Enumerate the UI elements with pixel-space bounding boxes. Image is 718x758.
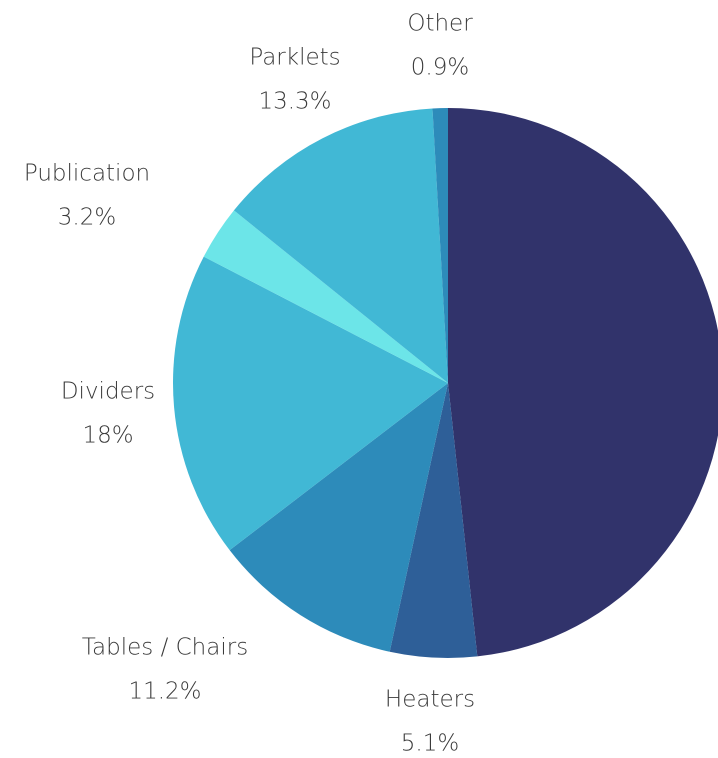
slice-value-label: 18% (82, 423, 133, 449)
slice-label: Tables / Chairs (82, 635, 248, 661)
slice-label: Heaters (385, 687, 475, 713)
pie-slice (233, 108, 448, 383)
pie-slice (448, 108, 718, 657)
slice-value-label: 5.1% (401, 731, 459, 757)
slice-label: Publication (24, 161, 150, 187)
slice-value-label: 0.9% (411, 55, 469, 81)
slice-label: Parklets (249, 45, 340, 71)
slice-value-label: 11.2% (128, 679, 201, 705)
slice-value-label: 3.2% (58, 205, 116, 231)
slice-label: Other (407, 11, 473, 37)
slice-value-label: 13.3% (258, 89, 331, 115)
pie-slice (432, 108, 448, 383)
pie-slice (173, 256, 449, 551)
pie-slice (389, 383, 478, 659)
pie-slice (229, 383, 448, 652)
pie-slice (203, 210, 448, 383)
slice-label: Dividers (61, 379, 155, 405)
